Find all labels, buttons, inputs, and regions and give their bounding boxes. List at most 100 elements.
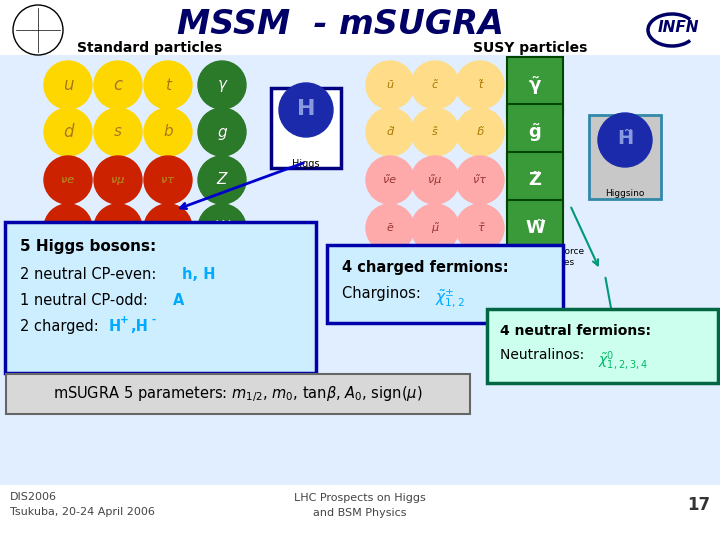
Circle shape (366, 61, 414, 109)
Text: μ: μ (113, 220, 123, 235)
Text: s: s (114, 125, 122, 139)
Text: 2 charged:: 2 charged: (20, 319, 104, 334)
Text: -: - (151, 315, 156, 325)
Text: 5 Higgs bosons:: 5 Higgs bosons: (20, 239, 156, 254)
Text: νμ: νμ (112, 175, 125, 185)
Text: Charginos:: Charginos: (342, 286, 426, 301)
Text: DIS2006: DIS2006 (10, 492, 57, 502)
Text: ũ: ũ (387, 80, 394, 90)
Text: W̃: W̃ (525, 219, 545, 237)
Text: c: c (114, 76, 122, 94)
Circle shape (94, 61, 142, 109)
Text: 4 neutral fermions:: 4 neutral fermions: (500, 324, 651, 338)
Text: νe: νe (61, 175, 75, 185)
Circle shape (456, 156, 504, 204)
Circle shape (366, 156, 414, 204)
FancyBboxPatch shape (487, 309, 718, 383)
Text: Higgsino: Higgsino (606, 188, 644, 198)
Text: g̃: g̃ (528, 123, 541, 141)
Text: and BSM Physics: and BSM Physics (313, 508, 407, 518)
Text: d: d (63, 123, 73, 141)
Text: τ: τ (163, 220, 173, 235)
Text: γ̃: γ̃ (529, 76, 541, 94)
Circle shape (411, 204, 459, 252)
Text: ν̃μ: ν̃μ (428, 174, 441, 185)
Circle shape (198, 156, 246, 204)
Circle shape (381, 246, 395, 260)
Text: γ: γ (217, 78, 227, 92)
Circle shape (44, 108, 92, 156)
Text: H̃: H̃ (617, 130, 633, 148)
Text: Squarks: Squarks (398, 248, 440, 258)
Circle shape (411, 108, 459, 156)
Text: e: e (63, 219, 73, 237)
Circle shape (44, 61, 92, 109)
Circle shape (13, 5, 63, 55)
Text: τ̃: τ̃ (477, 223, 483, 233)
Circle shape (144, 156, 192, 204)
Text: Z̃: Z̃ (528, 171, 541, 189)
Text: H: H (297, 99, 315, 119)
Circle shape (456, 61, 504, 109)
Text: τ: τ (163, 220, 173, 235)
Text: Leptons: Leptons (142, 248, 184, 258)
Text: ντ: ντ (161, 175, 174, 185)
Text: u: u (63, 76, 73, 94)
Text: Tsukuba, 20-24 April 2006: Tsukuba, 20-24 April 2006 (10, 507, 155, 517)
Text: MSSM  - mSUGRA: MSSM - mSUGRA (176, 8, 503, 40)
Text: $\tilde{\chi}^{\pm}_{1,2}$: $\tilde{\chi}^{\pm}_{1,2}$ (435, 288, 465, 310)
Text: c̃: c̃ (432, 80, 438, 90)
Text: g: g (217, 125, 227, 139)
Circle shape (598, 113, 652, 167)
Text: b̃: b̃ (477, 127, 484, 137)
Text: ν̃τ: ν̃τ (474, 175, 487, 185)
FancyBboxPatch shape (5, 222, 316, 373)
Circle shape (144, 108, 192, 156)
FancyBboxPatch shape (0, 0, 720, 55)
FancyBboxPatch shape (6, 374, 470, 414)
Text: +: + (120, 315, 129, 325)
Text: ν̃e: ν̃e (384, 175, 397, 185)
Circle shape (411, 156, 459, 204)
Text: Neutralinos:: Neutralinos: (500, 348, 589, 362)
Circle shape (448, 246, 462, 260)
Text: H: H (109, 319, 121, 334)
Circle shape (94, 204, 142, 252)
Text: t: t (165, 78, 171, 92)
FancyBboxPatch shape (327, 245, 563, 323)
Text: $\tilde{\chi}^{0}_{1,2,3,4}$: $\tilde{\chi}^{0}_{1,2,3,4}$ (598, 350, 648, 373)
Circle shape (198, 61, 246, 109)
Circle shape (366, 108, 414, 156)
Text: b: b (163, 125, 173, 139)
Text: u: u (63, 76, 73, 94)
Circle shape (279, 83, 333, 137)
Text: Quarks: Quarks (78, 248, 115, 258)
Text: Z: Z (217, 172, 228, 187)
Text: Force particles: Force particles (212, 248, 289, 258)
Circle shape (94, 156, 142, 204)
Circle shape (44, 204, 92, 252)
FancyBboxPatch shape (271, 88, 341, 168)
Text: γ: γ (217, 78, 227, 92)
Text: s̃: s̃ (432, 127, 438, 137)
Text: 2 neutral CP-even:: 2 neutral CP-even: (20, 267, 161, 282)
Text: t: t (165, 78, 171, 92)
Text: LHC Prospects on Higgs: LHC Prospects on Higgs (294, 493, 426, 503)
Text: g: g (217, 125, 227, 139)
Circle shape (195, 246, 209, 260)
Circle shape (94, 108, 142, 156)
Text: SUSY force
particles: SUSY force particles (535, 247, 584, 267)
Circle shape (456, 108, 504, 156)
Text: d: d (63, 123, 73, 141)
Text: h, H: h, H (182, 267, 215, 282)
Circle shape (198, 108, 246, 156)
Circle shape (61, 246, 75, 260)
Circle shape (456, 204, 504, 252)
Text: SUSY particles: SUSY particles (473, 41, 588, 55)
Text: ẽ: ẽ (387, 223, 393, 233)
Circle shape (144, 61, 192, 109)
Text: 17: 17 (687, 496, 710, 514)
Circle shape (518, 246, 532, 260)
Text: μ̃: μ̃ (431, 222, 438, 233)
Text: A: A (173, 293, 184, 308)
